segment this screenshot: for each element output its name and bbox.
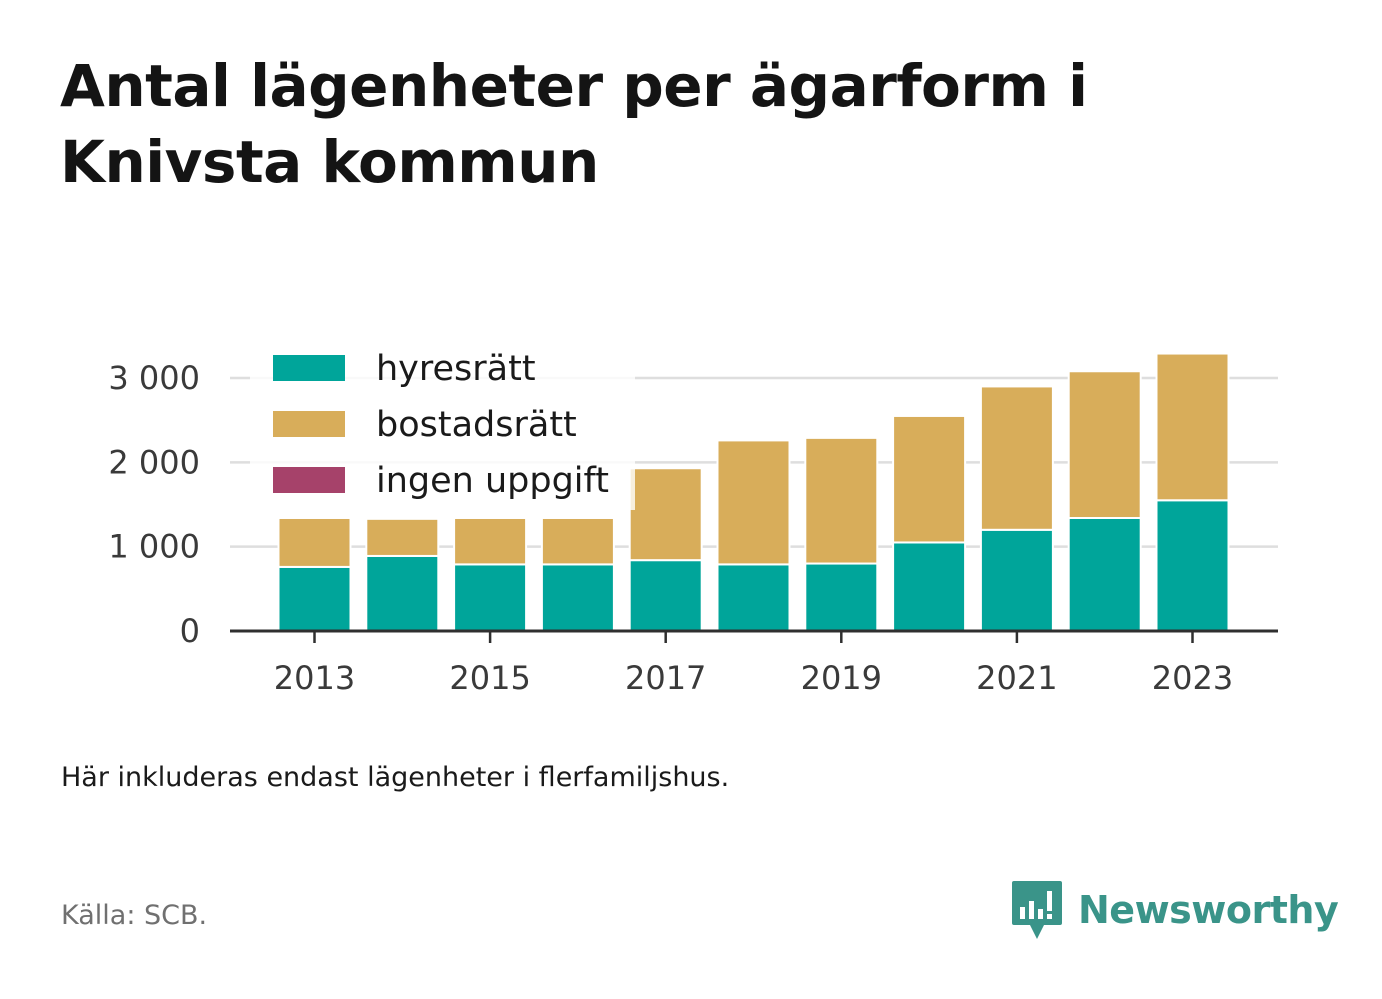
bar [979, 385, 1054, 531]
bar [716, 439, 791, 566]
bar [804, 562, 879, 632]
x-tick-label: 2013 [274, 659, 355, 697]
legend: hyresrätt bostadsrätt ingen uppgift [250, 340, 635, 510]
bar [1155, 352, 1230, 502]
bar [1155, 499, 1230, 632]
brand-logo[interactable]: Newsworthy [1010, 878, 1339, 942]
bar [453, 563, 528, 632]
legend-label: bostadsrätt [376, 405, 577, 445]
x-tick-label: 2017 [625, 659, 706, 697]
chart-title: Antal lägenheter per ägarform i Knivsta … [60, 52, 1088, 196]
x-tick-label: 2019 [801, 659, 882, 697]
bar [716, 563, 791, 632]
bar [804, 436, 879, 565]
y-tick-label: 1 000 [108, 528, 200, 566]
bar [892, 414, 967, 544]
x-tick-label: 2023 [1152, 659, 1233, 697]
bar [628, 559, 703, 632]
bar [277, 516, 352, 568]
y-axis: 0 1 000 2 000 3 000 [108, 359, 200, 650]
legend-swatch [273, 411, 345, 437]
bar [540, 563, 615, 632]
legend-swatch [273, 467, 345, 493]
x-tick-label: 2015 [449, 659, 530, 697]
y-tick-label: 0 [180, 612, 200, 650]
legend-label: ingen uppgift [376, 461, 609, 501]
stacked-bar-chart: 0 1 000 2 000 3 000 2013 2015 2017 2019 2021 202… [108, 340, 1278, 697]
bar [979, 528, 1054, 632]
bar [1067, 370, 1142, 519]
y-tick-label: 3 000 [108, 359, 200, 397]
bar [892, 541, 967, 633]
newsworthy-logo-icon [1012, 881, 1062, 939]
legend-label: hyresrätt [376, 349, 536, 389]
bar [453, 516, 528, 566]
bars [277, 352, 1230, 633]
bar [540, 516, 615, 566]
brand-name: Newsworthy [1078, 888, 1339, 932]
source-label: Källa: SCB. [61, 900, 208, 931]
bar [1067, 516, 1142, 633]
bar [628, 467, 703, 562]
x-axis: 2013 2015 2017 2019 2021 2023 [230, 629, 1278, 697]
bar [365, 554, 440, 633]
chart-note: Här inkluderas endast lägenheter i flerf… [61, 762, 730, 793]
legend-swatch [273, 355, 345, 381]
bar [365, 517, 440, 557]
bar [277, 565, 352, 633]
y-tick-label: 2 000 [108, 443, 200, 481]
x-tick-label: 2021 [976, 659, 1057, 697]
